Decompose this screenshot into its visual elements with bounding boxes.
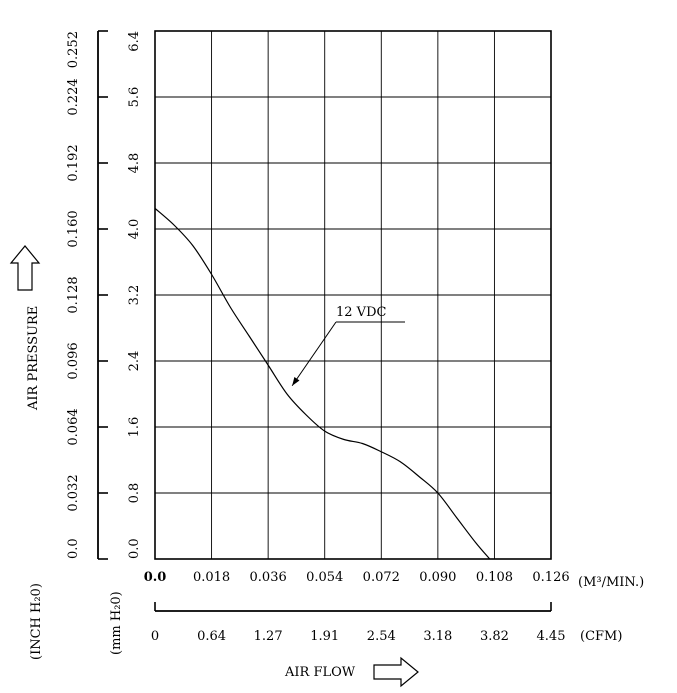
cfm-tick-label: 3.82 xyxy=(480,629,509,644)
y-axis-title: AIR PRESSURE xyxy=(26,306,41,411)
cfm-tick-label: 0 xyxy=(151,629,159,644)
y-tick-label-mm: 3.2 xyxy=(127,285,142,306)
series-line-12vdc xyxy=(154,207,491,560)
y-tick-label-inch: 0.160 xyxy=(66,210,81,247)
x-unit-secondary: (CFM) xyxy=(580,629,622,644)
y-tick-label-inch: 0.032 xyxy=(66,474,81,511)
cfm-tick-label: 4.45 xyxy=(537,629,566,644)
y-tick-label-mm: 0.8 xyxy=(127,483,142,504)
cfm-tick-label: 2.54 xyxy=(367,629,396,644)
y-tick-label-inch: 0.192 xyxy=(66,144,81,181)
annotation-leader xyxy=(291,321,337,387)
x-tick-label: 0.036 xyxy=(250,570,287,585)
x-ticks: 0.0 0.018 0.036 0.054 0.072 0.090 0.108 0.126 xyxy=(144,570,570,585)
cfm-tick-label: 1.91 xyxy=(310,629,339,644)
y-tick-label-mm: 1.6 xyxy=(127,417,142,438)
annotation-arrowhead-icon xyxy=(292,377,300,386)
right-arrow-icon xyxy=(373,656,419,688)
x-tick-label: 0.072 xyxy=(363,570,400,585)
cfm-tick-label: 1.27 xyxy=(254,629,283,644)
plot-frame xyxy=(154,30,552,560)
x-tick-label: 0.0 xyxy=(144,570,167,585)
y-tick-label-mm: 5.6 xyxy=(127,87,142,108)
y-tick-label-inch: 0.224 xyxy=(66,78,81,115)
x-unit-primary: (M³/MIN.) xyxy=(578,575,644,590)
y-ticks-inch: 0.0 0.032 0.064 0.096 0.128 0.160 0.192 0.224 0.… xyxy=(66,30,108,560)
grid xyxy=(155,31,551,559)
up-arrow-icon xyxy=(9,245,41,291)
series-layer: 12 VDC xyxy=(154,207,491,560)
y-tick-label-inch: 0.096 xyxy=(66,342,81,379)
cfm-tick-label: 3.18 xyxy=(423,629,452,644)
x-tick-label: 0.126 xyxy=(532,570,569,585)
x-tick-label: 0.054 xyxy=(306,570,343,585)
y-ticks-mm: 0.0 0.8 1.6 2.4 3.2 4.0 4.8 5.6 6.4 xyxy=(127,31,142,559)
annotation-label-12vdc: 12 VDC xyxy=(336,305,386,320)
y-tick-label-inch: 0.064 xyxy=(66,408,81,445)
y-unit-primary: (mm H₂0) xyxy=(109,591,124,655)
y-unit-secondary: (INCH H₂0) xyxy=(29,583,44,660)
x-tick-label: 0.090 xyxy=(419,570,456,585)
x-axis-title: AIR FLOW xyxy=(284,665,356,680)
x-tick-label: 0.018 xyxy=(193,570,230,585)
y-tick-label-mm: 4.0 xyxy=(127,219,142,240)
y-tick-label-inch: 0.128 xyxy=(66,276,81,313)
y-tick-label-mm: 4.8 xyxy=(127,153,142,174)
x-tick-label: 0.108 xyxy=(476,570,513,585)
y-tick-label-mm: 2.4 xyxy=(127,351,142,372)
y-tick-label-inch: 0.252 xyxy=(66,31,81,68)
cfm-ticks: 0 0.64 1.27 1.91 2.54 3.18 3.82 4.45 xyxy=(151,602,566,644)
cfm-tick-label: 0.64 xyxy=(197,629,226,644)
y-tick-label-inch: 0.0 xyxy=(66,538,81,559)
y-tick-label-mm: 0.0 xyxy=(127,538,142,559)
y-tick-label-mm: 6.4 xyxy=(127,31,142,52)
